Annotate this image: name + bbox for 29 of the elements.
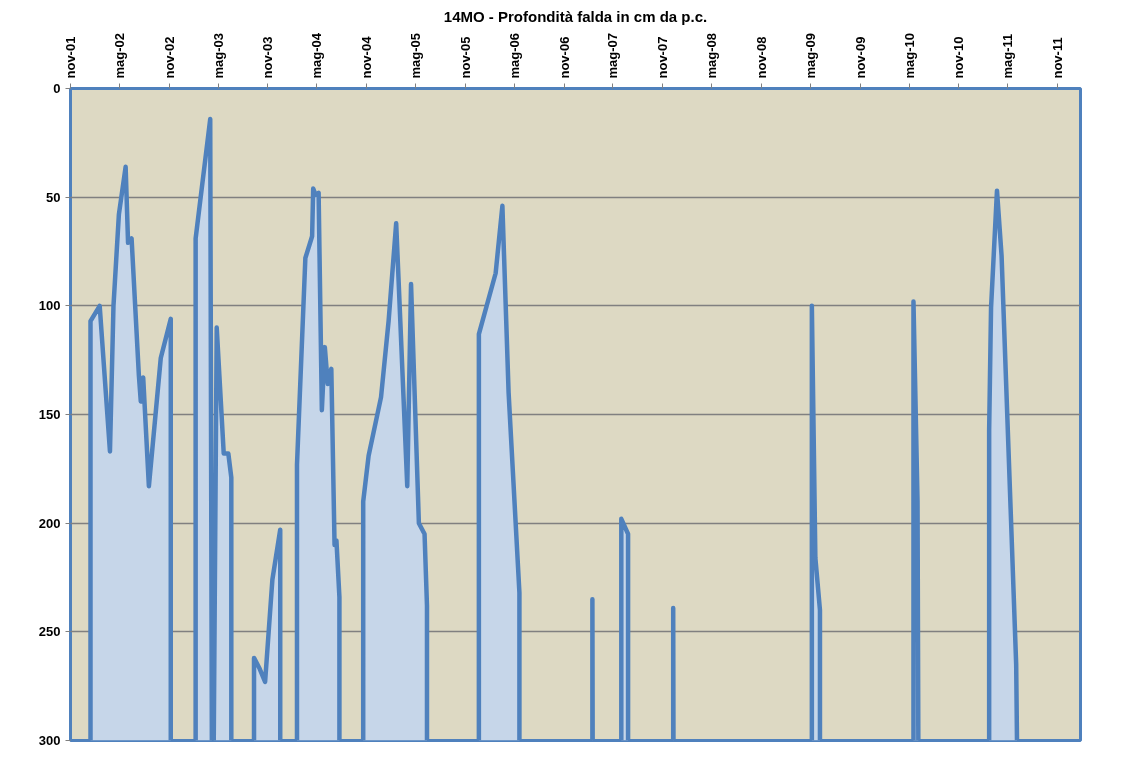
x-tick-label: mag-07 — [605, 32, 621, 79]
y-tick-label: 200 — [38, 515, 61, 531]
x-tick-label: nov-06 — [556, 36, 572, 79]
x-tick-label: mag-08 — [704, 32, 720, 79]
x-tick-label: nov-10 — [951, 36, 967, 79]
x-tick-label: mag-11 — [1000, 33, 1016, 79]
y-tick-label: 100 — [38, 298, 61, 314]
x-tick-label: nov-02 — [161, 36, 177, 79]
x-tick-label: mag-09 — [803, 32, 818, 79]
x-tick-label: nov-05 — [457, 36, 473, 79]
y-tick-label: 300 — [38, 733, 61, 748]
y-tick-label: 0 — [53, 81, 61, 96]
x-tick-label: nov-09 — [852, 36, 868, 79]
x-tick-label: nov-03 — [260, 36, 276, 79]
x-tick-label: mag-04 — [309, 32, 325, 79]
x-tick-label: mag-05 — [408, 32, 424, 79]
chart-title: 14MO - Profondità falda in cm da p.c. — [443, 7, 708, 25]
x-tick-label: nov-08 — [754, 36, 770, 79]
y-tick-label: 50 — [46, 189, 61, 205]
x-tick-label: nov-11 — [1050, 37, 1066, 79]
y-tick-label: 150 — [38, 407, 61, 422]
x-tick-label: mag-02 — [111, 32, 127, 79]
x-tick-label: nov-04 — [359, 35, 375, 79]
x-tick-label: mag-10 — [901, 32, 917, 79]
y-tick-label: 250 — [38, 624, 61, 640]
x-tick-label: mag-06 — [506, 32, 522, 79]
x-tick-label: nov-01 — [63, 36, 78, 79]
x-tick-label: mag-03 — [210, 32, 226, 79]
x-tick-label: nov-07 — [655, 36, 671, 79]
